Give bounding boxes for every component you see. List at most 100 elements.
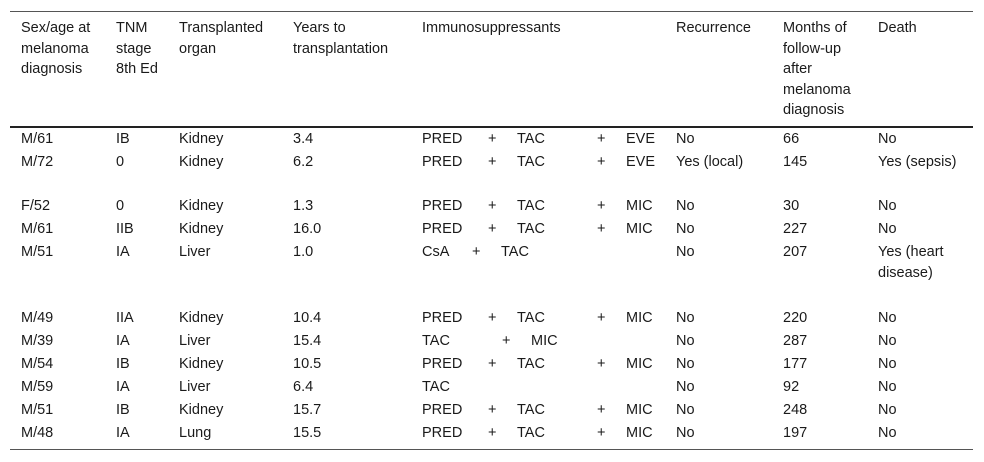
- cell-organ: Lung: [179, 425, 212, 441]
- cell-death: Yes (heart disease): [878, 244, 944, 281]
- cell-years: 10.5: [293, 356, 322, 372]
- cell-tnm-stage: IIA: [116, 310, 134, 326]
- cell-sex-age: F/52: [21, 198, 51, 214]
- cell-immunosuppressants: PRED + TAC + EVE: [422, 152, 672, 173]
- cell-years: 1.3: [293, 198, 314, 214]
- drug-name: MIC: [626, 356, 653, 372]
- cell-tnm-stage: IB: [116, 131, 130, 147]
- drug-name: EVE: [626, 154, 656, 170]
- cell-death: No: [878, 402, 897, 418]
- drug-name: TAC: [517, 310, 545, 326]
- plus-sign: +: [597, 131, 606, 147]
- cell-organ: Kidney: [179, 402, 224, 418]
- cell-months: 145: [783, 154, 808, 170]
- cell-years: 10.4: [293, 310, 322, 326]
- drug-name: TAC: [422, 333, 450, 349]
- cell-tnm-stage: 0: [116, 154, 125, 170]
- plus-sign: +: [472, 244, 481, 260]
- plus-sign: +: [597, 221, 606, 237]
- drug-name: PRED: [422, 131, 463, 147]
- drug-name: TAC: [517, 198, 545, 214]
- cell-tnm-stage: IA: [116, 244, 130, 260]
- header-tnm-stage: TNM stage 8th Ed: [116, 20, 158, 77]
- cell-death: Yes (sepsis): [878, 154, 957, 170]
- cell-tnm-stage: IIB: [116, 221, 134, 237]
- drug-name: TAC: [517, 154, 545, 170]
- drug-name: PRED: [422, 154, 463, 170]
- plus-sign: +: [488, 221, 497, 237]
- cell-sex-age: M/61: [21, 221, 54, 237]
- cell-immunosuppressants: PRED + TAC + MIC: [422, 354, 672, 375]
- header-recurrence: Recurrence: [676, 20, 751, 36]
- cell-immunosuppressants: PRED + TAC + EVE: [422, 129, 672, 150]
- cell-sex-age: M/39: [21, 333, 54, 349]
- cell-months: 248: [783, 402, 808, 418]
- cell-recurrence: No: [676, 131, 695, 147]
- header-death: Death: [878, 20, 917, 36]
- cell-recurrence: No: [676, 425, 695, 441]
- cell-tnm-stage: IB: [116, 402, 130, 418]
- drug-name: MIC: [626, 310, 653, 326]
- drug-name: MIC: [626, 402, 653, 418]
- cell-tnm-stage: IA: [116, 379, 130, 395]
- drug-name: TAC: [517, 131, 545, 147]
- cell-months: 66: [783, 131, 800, 147]
- cell-organ: Liver: [179, 244, 211, 260]
- cell-organ: Kidney: [179, 131, 224, 147]
- cell-months: 207: [783, 244, 808, 260]
- cell-recurrence: Yes (local): [676, 154, 744, 170]
- cell-organ: Kidney: [179, 221, 224, 237]
- header-sex-age: Sex/age at melanoma diagnosis: [21, 20, 91, 77]
- cell-organ: Kidney: [179, 154, 224, 170]
- cell-sex-age: M/54: [21, 356, 54, 372]
- cell-recurrence: No: [676, 356, 695, 372]
- cell-immunosuppressants: PRED + TAC + MIC: [422, 423, 672, 444]
- header-immunosuppressants: Immunosuppressants: [422, 20, 561, 36]
- cell-years: 15.5: [293, 425, 322, 441]
- cell-immunosuppressants: TAC + MIC: [422, 331, 672, 352]
- cell-recurrence: No: [676, 221, 695, 237]
- cell-tnm-stage: IA: [116, 425, 130, 441]
- cell-recurrence: No: [676, 244, 695, 260]
- table-top-rule: [10, 11, 973, 12]
- plus-sign: +: [597, 198, 606, 214]
- cell-organ: Kidney: [179, 198, 224, 214]
- header-years-to-transplantation: Years to transplantation: [293, 20, 389, 57]
- drug-name: PRED: [422, 402, 463, 418]
- drug-name: CsA: [422, 244, 450, 260]
- drug-name: PRED: [422, 221, 463, 237]
- cell-immunosuppressants: CsA + TAC: [422, 242, 672, 263]
- cell-immunosuppressants: TAC: [422, 377, 672, 398]
- cell-recurrence: No: [676, 310, 695, 326]
- cell-sex-age: M/51: [21, 402, 54, 418]
- cell-recurrence: No: [676, 379, 695, 395]
- cell-months: 92: [783, 379, 800, 395]
- cell-months: 227: [783, 221, 808, 237]
- cell-months: 197: [783, 425, 808, 441]
- plus-sign: +: [597, 356, 606, 372]
- plus-sign: +: [488, 402, 497, 418]
- cell-organ: Kidney: [179, 356, 224, 372]
- cell-immunosuppressants: PRED + TAC + MIC: [422, 196, 672, 217]
- plus-sign: +: [597, 402, 606, 418]
- drug-name: TAC: [517, 356, 545, 372]
- plus-sign: +: [597, 154, 606, 170]
- drug-name: MIC: [626, 221, 653, 237]
- cell-death: No: [878, 425, 897, 441]
- cell-immunosuppressants: PRED + TAC + MIC: [422, 219, 672, 240]
- cell-years: 3.4: [293, 131, 314, 147]
- cell-immunosuppressants: PRED + TAC + MIC: [422, 400, 672, 421]
- table-bottom-rule: [10, 449, 973, 450]
- header-transplanted-organ: Transplanted organ: [179, 20, 264, 57]
- cell-months: 287: [783, 333, 808, 349]
- cell-death: No: [878, 221, 897, 237]
- cell-immunosuppressants: PRED + TAC + MIC: [422, 308, 672, 329]
- cell-years: 16.0: [293, 221, 322, 237]
- cell-tnm-stage: IA: [116, 333, 130, 349]
- cell-years: 15.7: [293, 402, 322, 418]
- header-months-follow-up: Months of follow-up after melanoma diagn…: [783, 20, 851, 118]
- cell-organ: Liver: [179, 333, 211, 349]
- drug-name: TAC: [517, 402, 545, 418]
- cell-tnm-stage: 0: [116, 198, 125, 214]
